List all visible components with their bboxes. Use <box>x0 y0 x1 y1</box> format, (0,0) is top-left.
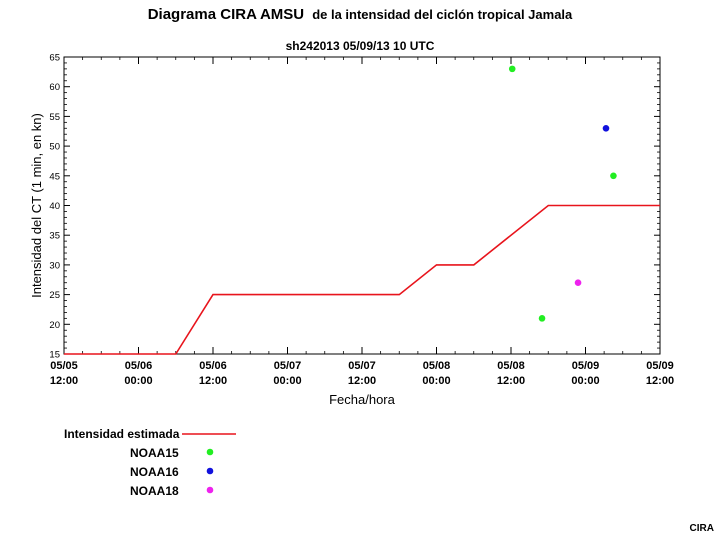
y-tick-label: 50 <box>49 142 60 153</box>
x-tick-label-date: 05/05 <box>50 360 78 372</box>
x-tick-label-time: 12:00 <box>646 375 674 387</box>
x-tick-label-time: 12:00 <box>497 375 525 387</box>
x-tick-label-date: 05/08 <box>497 360 525 372</box>
y-tick-label: 60 <box>49 82 60 93</box>
x-tick-label-date: 05/07 <box>274 360 302 372</box>
series-line-estimated <box>64 204 660 355</box>
y-tick-label: 25 <box>49 290 60 301</box>
legend-label-noaa18: NOAA18 <box>130 484 179 498</box>
legend-label-noaa16: NOAA16 <box>130 465 179 479</box>
y-tick-label: 40 <box>49 201 60 212</box>
x-tick-label-time: 00:00 <box>422 375 450 387</box>
legend-label-noaa15: NOAA15 <box>130 446 179 460</box>
x-axis-label: Fecha/hora <box>329 392 396 407</box>
y-tick-label: 45 <box>49 171 60 182</box>
x-tick-label-time: 12:00 <box>348 375 376 387</box>
chart-title-main: Diagrama CIRA AMSU <box>147 6 305 23</box>
x-tick-label-date: 05/09 <box>572 360 600 372</box>
x-tick-label-time: 00:00 <box>124 375 152 387</box>
x-tick-label-date: 05/09 <box>646 360 674 372</box>
legend-label-estimated: Intensidad estimada <box>64 427 180 441</box>
data-point-noaa16 <box>602 124 610 132</box>
y-tick-label: 55 <box>49 112 60 123</box>
x-tick-label-time: 12:00 <box>50 375 78 387</box>
y-axis-label: Intensidad del CT (1 min, en kn) <box>29 113 44 298</box>
x-tick-label-time: 00:00 <box>571 375 599 387</box>
y-tick-label: 30 <box>49 260 60 271</box>
data-point-noaa15 <box>508 65 516 73</box>
y-tick-label: 20 <box>49 320 60 331</box>
chart-title-rest: de la intensidad del ciclón tropical Jam… <box>312 7 573 22</box>
x-tick-label-time: 12:00 <box>199 375 227 387</box>
x-tick-label-date: 05/06 <box>199 360 227 372</box>
legend-swatch-noaa18 <box>206 486 214 494</box>
x-tick-label-time: 00:00 <box>273 375 301 387</box>
y-tick-label: 35 <box>49 231 60 242</box>
legend-swatch-noaa15 <box>206 448 214 456</box>
credit-label: CIRA <box>689 523 714 534</box>
y-tick-label: 15 <box>49 350 60 361</box>
data-point-noaa15 <box>610 172 617 180</box>
x-tick-label-date: 05/07 <box>348 360 376 372</box>
x-tick-label-date: 05/08 <box>423 360 451 372</box>
data-point-noaa15 <box>538 315 546 322</box>
y-tick-label: 65 <box>49 53 60 64</box>
data-point-noaa18 <box>574 279 582 287</box>
x-tick-label-date: 05/06 <box>125 360 153 372</box>
chart-subtitle: sh242013 05/09/13 10 UTC <box>285 39 435 53</box>
chart-title: Diagrama CIRA AMSU de la intensidad del … <box>0 6 720 23</box>
legend-swatch-noaa16 <box>206 467 214 475</box>
